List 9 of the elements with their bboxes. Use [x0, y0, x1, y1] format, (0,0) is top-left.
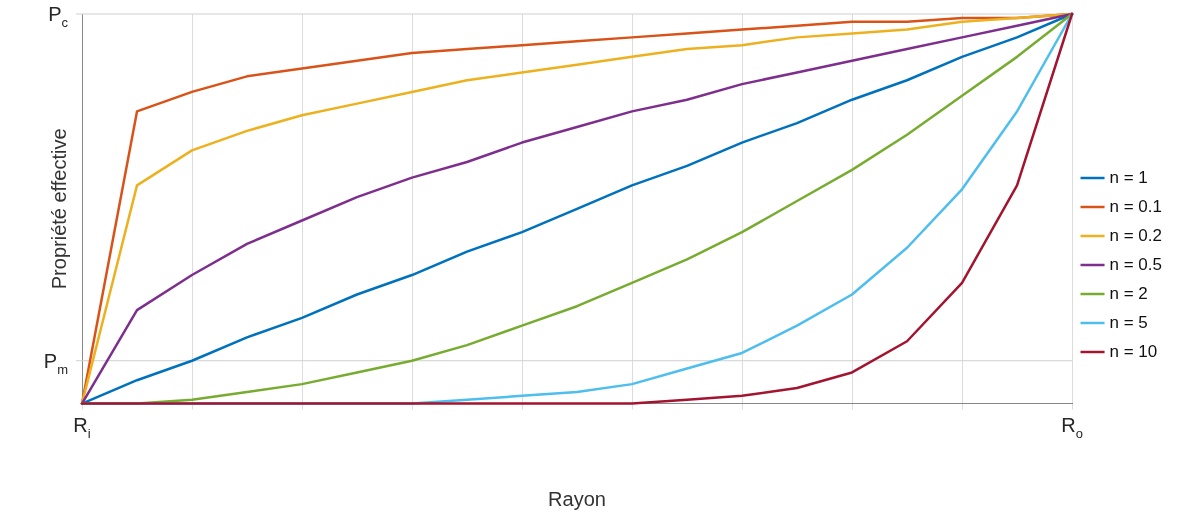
legend-label: n = 10 — [1109, 341, 1158, 361]
legend-label: n = 0.1 — [1109, 196, 1163, 216]
legend-label: n = 1 — [1109, 167, 1148, 187]
legend-label: n = 2 — [1109, 283, 1148, 303]
legend-label: n = 0.5 — [1109, 254, 1163, 274]
x-axis-title: Rayon — [548, 487, 606, 510]
legend-label: n = 0.2 — [1109, 225, 1163, 245]
legend-label: n = 5 — [1109, 312, 1148, 332]
y-axis-title: Propriété effective — [47, 128, 70, 290]
